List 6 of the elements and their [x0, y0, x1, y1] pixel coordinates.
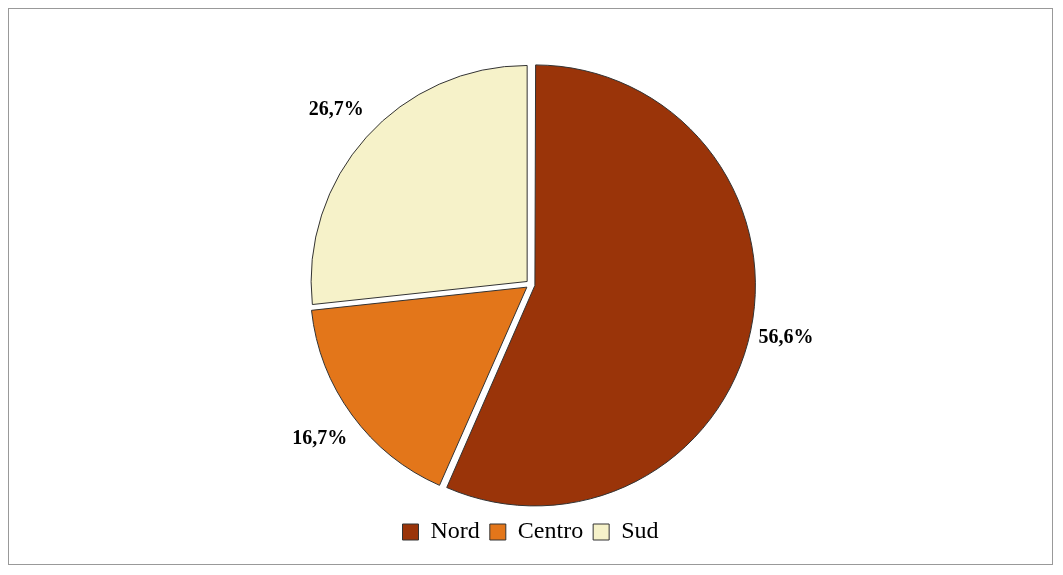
legend-label: Sud: [621, 517, 659, 544]
legend-label: Nord: [430, 517, 480, 544]
data-label: 26,7%: [308, 97, 364, 120]
data-label: 16,7%: [292, 425, 348, 448]
data-label: 56,6%: [758, 325, 814, 348]
legend-label: Centro: [517, 517, 584, 544]
